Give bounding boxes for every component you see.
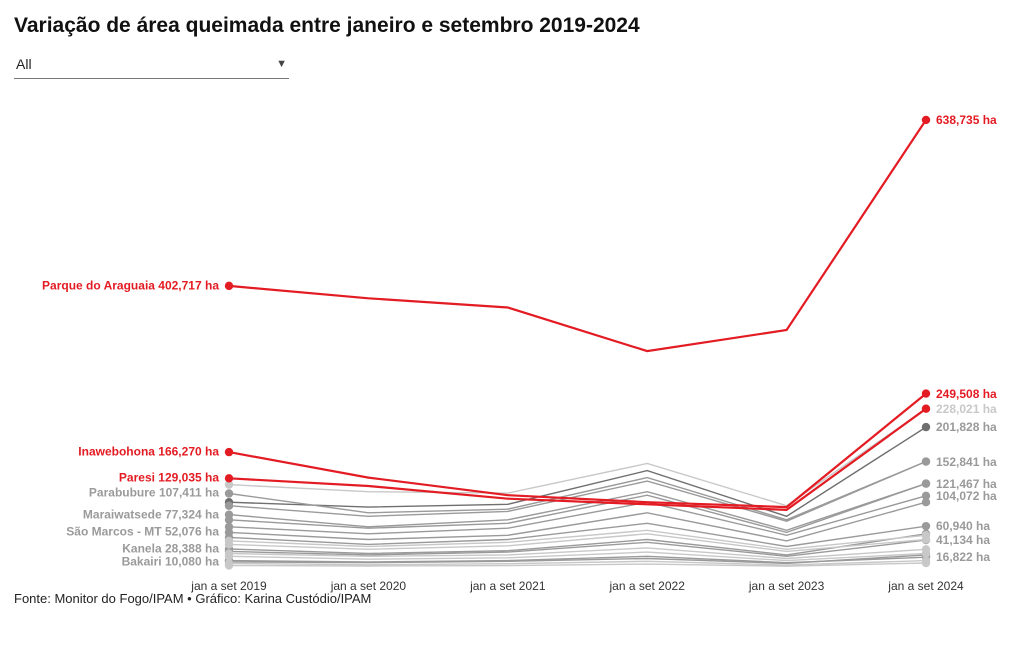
series-line: [229, 120, 926, 351]
series-marker: [225, 474, 233, 482]
filter-dropdown[interactable]: All ▼: [14, 52, 289, 79]
series-right-label: 228,021 ha: [936, 402, 997, 416]
chart-footer: Fonte: Monitor do Fogo/IPAM • Gráfico: K…: [14, 591, 1006, 606]
xaxis-tick-label: jan a set 2021: [470, 579, 545, 593]
xaxis-tick-label: jan a set 2020: [331, 579, 406, 593]
series-marker: [225, 561, 233, 569]
series-left-label: Inawebohona 166,270 ha: [78, 446, 219, 459]
series-right-label: 201,828 ha: [936, 420, 997, 434]
series-right-label: 638,735 ha: [936, 113, 997, 127]
series-left-label: Maraiwatsede 77,324 ha: [83, 508, 219, 521]
xaxis-tick-label: jan a set 2023: [749, 579, 824, 593]
series-marker: [225, 448, 233, 456]
series-marker: [225, 540, 233, 548]
series-marker: [922, 116, 930, 124]
series-marker: [922, 535, 930, 543]
series-left-label: São Marcos - MT 52,076 ha: [66, 526, 219, 539]
series-right-label: 16,822 ha: [936, 550, 990, 564]
line-chart: Parque do Araguaia 402,717 ha Inawebohona…: [14, 87, 1006, 585]
page-title: Variação de área queimada entre janeiro …: [14, 14, 1006, 38]
series-marker: [225, 282, 233, 290]
series-right-label: 152,841 ha: [936, 455, 997, 469]
series-left-label: Paresi 129,035 ha: [119, 472, 219, 485]
series-left-label: Parabubure 107,411 ha: [89, 487, 219, 500]
series-marker: [922, 559, 930, 567]
series-right-label: 41,134 ha: [936, 533, 990, 547]
series-marker: [922, 522, 930, 530]
chevron-down-icon: ▼: [276, 58, 287, 70]
series-marker: [922, 498, 930, 506]
xaxis-tick-label: jan a set 2024: [888, 579, 963, 593]
series-left-label: Bakairi 10,080 ha: [122, 555, 219, 568]
series-marker: [922, 479, 930, 487]
series-right-label: 249,508 ha: [936, 387, 997, 401]
xaxis-tick-label: jan a set 2019: [191, 579, 266, 593]
series-marker: [225, 489, 233, 497]
series-right-label: 60,940 ha: [936, 519, 990, 533]
series-marker: [922, 404, 930, 412]
series-left-label: Parque do Araguaia 402,717 ha: [19, 279, 219, 292]
series-marker: [922, 389, 930, 397]
series-right-label: 104,072 ha: [936, 489, 997, 503]
series-marker: [922, 457, 930, 465]
dropdown-value: All: [16, 56, 32, 72]
series-marker: [922, 423, 930, 431]
xaxis-tick-label: jan a set 2022: [609, 579, 684, 593]
series-line: [229, 409, 926, 506]
series-marker: [225, 502, 233, 510]
